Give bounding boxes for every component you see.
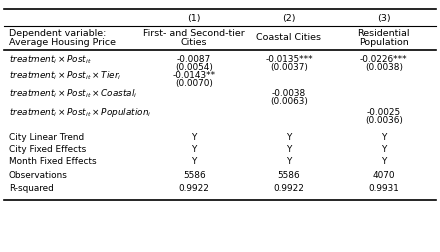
- Text: (3): (3): [377, 14, 391, 23]
- Text: Y: Y: [286, 133, 292, 142]
- Text: Month Fixed Effects: Month Fixed Effects: [9, 157, 96, 166]
- Text: (0.0054): (0.0054): [175, 63, 213, 72]
- Text: 5586: 5586: [278, 171, 301, 180]
- Text: 5586: 5586: [183, 171, 205, 180]
- Text: Y: Y: [286, 157, 292, 166]
- Text: Y: Y: [191, 157, 197, 166]
- Text: Coastal Cities: Coastal Cities: [257, 34, 322, 42]
- Text: Y: Y: [191, 133, 197, 142]
- Text: 0.9931: 0.9931: [368, 184, 399, 193]
- Text: R-squared: R-squared: [9, 184, 54, 193]
- Text: $\mathit{treatment}_i \times \mathit{Post}_{it} \times \mathit{Coastal}_i$: $\mathit{treatment}_i \times \mathit{Pos…: [9, 88, 137, 100]
- Text: Average Housing Price: Average Housing Price: [9, 38, 116, 47]
- Text: Y: Y: [191, 145, 197, 154]
- Text: -0.0226***: -0.0226***: [360, 55, 408, 64]
- Text: (0.0070): (0.0070): [175, 79, 213, 88]
- Text: (0.0063): (0.0063): [270, 97, 308, 106]
- Text: Y: Y: [381, 145, 387, 154]
- Text: -0.0025: -0.0025: [367, 108, 401, 117]
- Text: First- and Second-tier: First- and Second-tier: [143, 29, 245, 38]
- Text: -0.0038: -0.0038: [272, 89, 306, 98]
- Text: City Linear Trend: City Linear Trend: [9, 133, 84, 142]
- Text: Y: Y: [286, 145, 292, 154]
- Text: (1): (1): [187, 14, 201, 23]
- Text: Cities: Cities: [181, 38, 207, 47]
- Text: 0.9922: 0.9922: [274, 184, 304, 193]
- Text: (0.0036): (0.0036): [365, 116, 403, 125]
- Text: Y: Y: [381, 133, 387, 142]
- Text: (0.0037): (0.0037): [270, 63, 308, 72]
- Text: $\mathit{treatment}_i \times \mathit{Post}_{it}$: $\mathit{treatment}_i \times \mathit{Pos…: [9, 54, 92, 66]
- Text: Observations: Observations: [9, 171, 68, 180]
- Text: -0.0143**: -0.0143**: [172, 71, 216, 80]
- Text: Dependent variable:: Dependent variable:: [9, 29, 106, 38]
- Text: Population: Population: [359, 38, 409, 47]
- Text: -0.0087: -0.0087: [177, 55, 211, 64]
- Text: (0.0038): (0.0038): [365, 63, 403, 72]
- Text: $\mathit{treatment}_i \times \mathit{Post}_{it} \times \mathit{Tier}_i$: $\mathit{treatment}_i \times \mathit{Pos…: [9, 69, 121, 82]
- Text: $\mathit{treatment}_i \times \mathit{Post}_{it} \times \mathit{Population}_i$: $\mathit{treatment}_i \times \mathit{Pos…: [9, 106, 151, 119]
- Text: City Fixed Effects: City Fixed Effects: [9, 145, 86, 154]
- Text: Residential: Residential: [358, 29, 410, 38]
- Text: (2): (2): [282, 14, 296, 23]
- Text: Y: Y: [381, 157, 387, 166]
- Text: -0.0135***: -0.0135***: [265, 55, 313, 64]
- Text: 0.9922: 0.9922: [179, 184, 209, 193]
- Text: 4070: 4070: [373, 171, 395, 180]
